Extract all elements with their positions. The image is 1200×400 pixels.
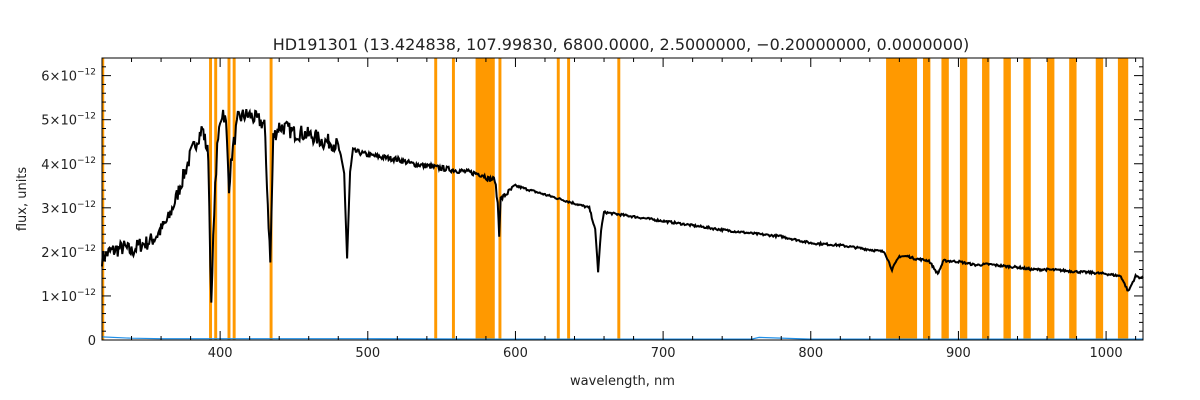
masked-band (959, 58, 968, 340)
error-series-line (101, 336, 1143, 340)
title-parameters: (13.424838, 107.99830, 6800.0000, 2.5000… (363, 35, 969, 54)
flux-series-line (101, 108, 1144, 303)
masked-band (567, 58, 571, 340)
masked-band (209, 58, 213, 340)
masked-band (1003, 58, 1011, 340)
y-axis-label: flux, units (15, 167, 30, 232)
x-tick-label: 500 (355, 346, 380, 361)
masked-band (434, 58, 438, 340)
y-axis: 0 1×10−12 2×10−12 3×10−12 4×10−12 5×10−12 6×10… (41, 57, 1143, 349)
masked-band (1095, 58, 1104, 340)
y-tick-label: 6×10−12 (41, 68, 96, 85)
x-axis: 400 500 600 700 800 900 1000 (101, 58, 1137, 361)
masked-bands (102, 58, 1129, 340)
masked-band (214, 58, 218, 340)
masked-band (1069, 58, 1077, 340)
masked-band (232, 58, 236, 340)
x-tick-label: 1000 (1090, 346, 1123, 361)
x-tick-label: 600 (503, 346, 528, 361)
masked-band (451, 58, 455, 340)
y-tick-label: 2×10−12 (41, 244, 96, 261)
x-axis-label: wavelength, nm (570, 374, 675, 389)
masked-band (617, 58, 621, 340)
masked-band (1117, 58, 1129, 340)
y-tick-label: 4×10−12 (41, 156, 96, 173)
y-tick-label: 0 (88, 334, 96, 349)
x-tick-label: 700 (651, 346, 676, 361)
x-tick-label: 800 (798, 346, 823, 361)
masked-band (982, 58, 990, 340)
y-tick-label: 1×10−12 (41, 288, 96, 305)
masked-band (886, 58, 918, 340)
masked-band (1023, 58, 1031, 340)
masked-band (475, 58, 495, 340)
masked-band (227, 58, 231, 340)
chart-title: HD191301 (13.424838, 107.99830, 6800.000… (273, 35, 970, 54)
y-tick-label: 5×10−12 (41, 112, 96, 129)
y-tick-label: 3×10−12 (41, 200, 96, 217)
masked-band (941, 58, 949, 340)
x-tick-label: 400 (208, 346, 233, 361)
x-tick-label: 900 (946, 346, 971, 361)
series-lines (101, 108, 1144, 340)
masked-band (1047, 58, 1055, 340)
masked-band (922, 58, 931, 340)
title-star-name: HD191301 (273, 35, 364, 54)
